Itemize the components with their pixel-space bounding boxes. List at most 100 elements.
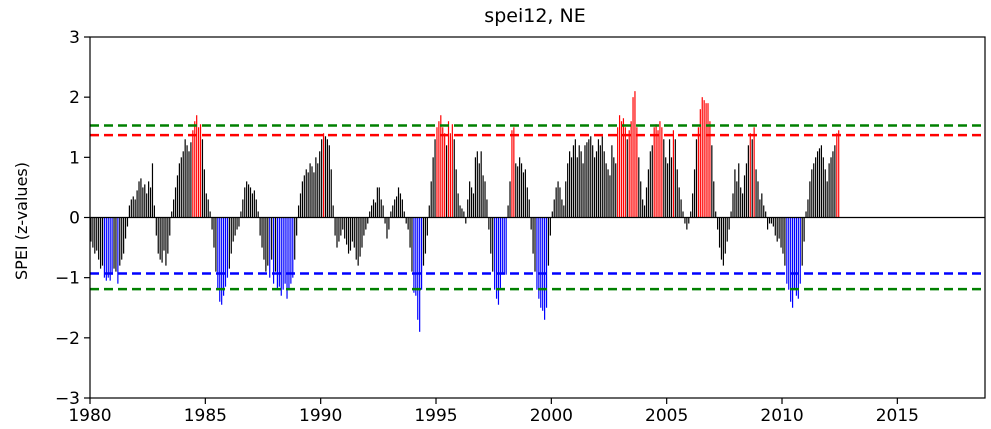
bar — [653, 127, 655, 218]
threshold-lines — [90, 124, 985, 291]
bar — [226, 217, 229, 278]
y-tick-label: −3 — [55, 389, 80, 409]
bar — [584, 145, 586, 218]
bar — [386, 217, 388, 239]
bar — [207, 199, 209, 218]
bar — [223, 217, 225, 296]
bar — [457, 193, 459, 218]
bar — [480, 151, 482, 218]
bar — [474, 157, 477, 218]
x-tick-label: 1995 — [414, 406, 457, 426]
bar — [582, 163, 584, 218]
bar — [394, 199, 396, 218]
bar — [511, 130, 513, 218]
bar — [722, 217, 724, 266]
bar — [780, 217, 782, 248]
bar — [372, 199, 375, 218]
bar — [144, 184, 146, 218]
bar — [690, 211, 692, 218]
bar — [603, 151, 605, 218]
bar — [455, 169, 457, 218]
bar — [495, 217, 498, 299]
bar — [793, 217, 796, 290]
bar — [655, 124, 657, 218]
bar — [261, 217, 263, 248]
bar — [101, 217, 104, 266]
bar — [593, 157, 596, 218]
bar — [296, 217, 298, 236]
bar — [151, 163, 154, 218]
bar — [557, 181, 559, 218]
bar — [636, 127, 638, 218]
bar — [659, 121, 661, 218]
bar — [332, 205, 334, 218]
bar — [96, 217, 98, 251]
bar — [442, 127, 444, 218]
bar — [569, 151, 571, 218]
bar — [524, 169, 526, 218]
bar — [109, 217, 111, 281]
bar — [374, 202, 377, 218]
bar — [763, 205, 765, 218]
bar — [201, 139, 204, 218]
bar — [505, 217, 507, 275]
x-tick-label: 2000 — [530, 406, 573, 426]
bar — [743, 175, 746, 218]
bar — [301, 181, 303, 218]
bar — [267, 217, 269, 266]
bar — [747, 145, 749, 218]
bar — [799, 217, 801, 284]
bar — [520, 163, 523, 218]
bar — [519, 157, 521, 218]
bar — [788, 217, 790, 290]
bar — [251, 193, 254, 218]
bar — [105, 217, 107, 281]
bar — [588, 139, 590, 218]
bar — [111, 217, 113, 275]
bar — [678, 187, 680, 218]
bar — [688, 217, 690, 224]
bar — [161, 217, 163, 263]
bar — [515, 163, 517, 218]
bar — [767, 217, 769, 230]
bar — [545, 217, 548, 308]
bar — [384, 217, 386, 224]
bar — [255, 199, 257, 218]
bar — [436, 127, 438, 218]
bar — [751, 139, 753, 218]
bar — [236, 217, 238, 230]
x-tick-label: 2010 — [760, 406, 803, 426]
bar — [536, 217, 538, 290]
bar — [346, 217, 348, 245]
bar — [396, 196, 398, 218]
y-tick-label: 3 — [69, 28, 80, 48]
bar — [563, 205, 565, 218]
bar — [717, 217, 719, 230]
bar — [816, 151, 819, 218]
bar — [697, 127, 699, 218]
bar — [417, 217, 419, 320]
bar — [365, 217, 367, 230]
bar — [192, 130, 194, 218]
x-tick-label: 1985 — [184, 406, 227, 426]
bar — [638, 157, 640, 218]
bar — [672, 130, 674, 218]
bar — [574, 139, 576, 218]
bar — [415, 217, 417, 296]
bar — [299, 193, 302, 218]
bar — [303, 175, 305, 218]
bar — [319, 151, 321, 218]
bar — [713, 181, 715, 218]
bar — [472, 193, 475, 218]
bar — [555, 187, 557, 218]
bar — [476, 151, 478, 218]
bar — [611, 145, 613, 218]
bar — [411, 217, 413, 272]
bar — [547, 217, 550, 266]
bar — [686, 217, 688, 230]
bar — [513, 127, 515, 218]
bar — [707, 103, 709, 218]
bar — [173, 199, 175, 218]
bar — [378, 187, 380, 218]
bar — [359, 217, 361, 257]
